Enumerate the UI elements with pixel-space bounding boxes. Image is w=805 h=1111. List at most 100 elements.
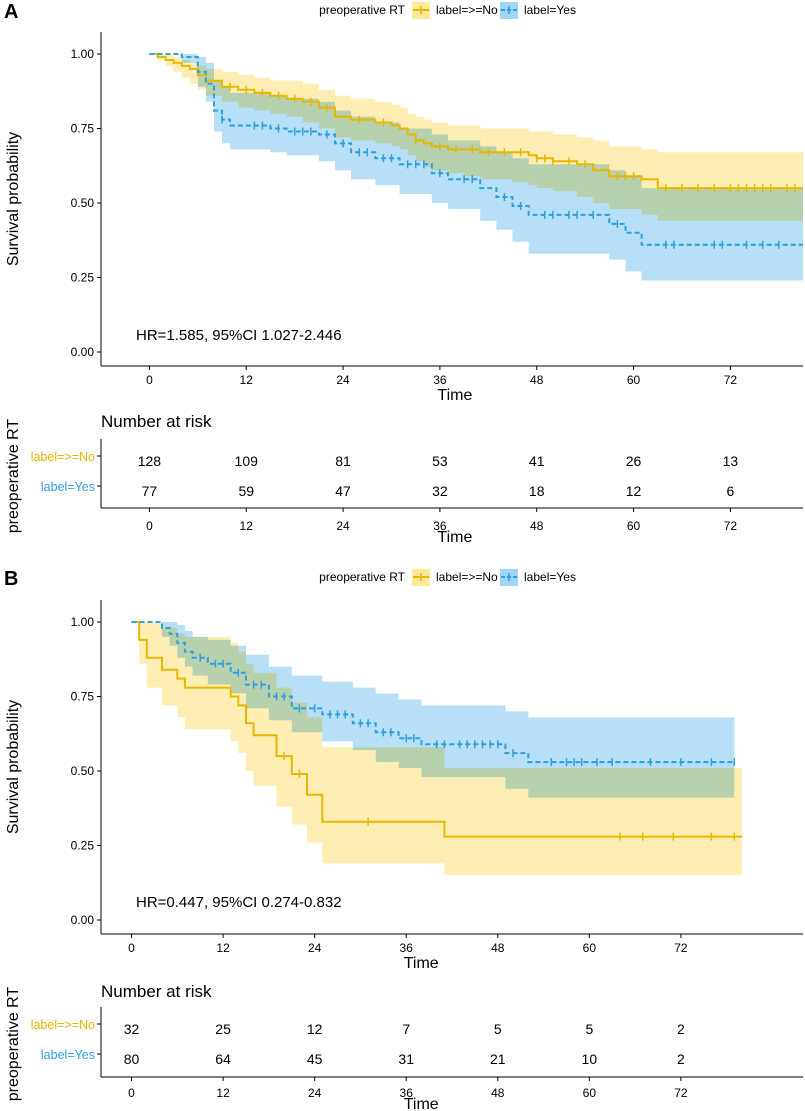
risk-count: 6 — [726, 483, 734, 499]
risk-x-axis-title: Time — [437, 529, 472, 546]
risk-x-tick-label: 24 — [308, 1086, 322, 1100]
x-tick-label: 72 — [724, 373, 738, 387]
x-tick-label: 48 — [491, 941, 505, 955]
risk-count: 12 — [626, 483, 642, 499]
risk-count: 64 — [215, 1051, 231, 1067]
x-tick-label: 48 — [530, 373, 544, 387]
x-tick-label: 36 — [400, 941, 414, 955]
panel-label: B — [4, 568, 18, 590]
hazard-ratio-annotation: HR=1.585, 95%CI 1.027-2.446 — [136, 327, 342, 344]
risk-count: 41 — [529, 453, 545, 469]
ci-band-yes — [131, 622, 735, 798]
risk-group-label: label=>=No — [31, 1018, 95, 1032]
legend-title: preoperative RT — [319, 570, 405, 584]
survival-curve-yes — [131, 621, 735, 764]
risk-group-label: label=Yes — [41, 1048, 95, 1062]
y-tick-label: 0.00 — [71, 345, 95, 359]
risk-count: 45 — [307, 1051, 323, 1067]
y-tick-label: 1.00 — [71, 615, 95, 629]
legend-entry: label=>=No — [436, 570, 498, 584]
risk-table-y-title: preoperative RT — [5, 419, 22, 534]
risk-count: 77 — [142, 483, 158, 499]
x-tick-label: 24 — [336, 373, 350, 387]
panel-label: A — [4, 1, 18, 23]
risk-table-y-title: preoperative RT — [5, 987, 22, 1102]
risk-count: 53 — [432, 453, 448, 469]
y-tick-label: 0.75 — [71, 122, 95, 136]
survival-curve-yes — [149, 53, 803, 246]
risk-x-tick-label: 0 — [146, 519, 153, 533]
survival-curve-no — [149, 53, 803, 190]
risk-x-tick-label: 0 — [128, 1086, 135, 1100]
x-tick-label: 12 — [240, 373, 254, 387]
risk-x-tick-label: 60 — [583, 1086, 597, 1100]
y-axis-title: Survival probability — [5, 700, 22, 834]
y-tick-label: 0.50 — [71, 196, 95, 210]
y-axis-title: Survival probability — [5, 132, 22, 266]
x-tick-label: 12 — [216, 941, 230, 955]
risk-table: Number at risk preoperative RT label=>=No 1… — [5, 412, 803, 546]
legend-entry: label=Yes — [524, 3, 576, 17]
x-tick-label: 36 — [433, 373, 447, 387]
risk-count: 80 — [124, 1051, 140, 1067]
x-axis-title: Time — [404, 955, 439, 972]
risk-x-tick-label: 12 — [216, 1086, 230, 1100]
risk-x-tick-label: 72 — [674, 1086, 688, 1100]
risk-x-tick-label: 12 — [240, 519, 254, 533]
risk-count: 81 — [335, 453, 351, 469]
legend-title: preoperative RT — [319, 3, 405, 17]
ci-band-yes — [149, 54, 803, 281]
risk-count: 31 — [398, 1051, 414, 1067]
legend-entry: label=Yes — [524, 570, 576, 584]
x-tick-label: 60 — [627, 373, 641, 387]
risk-x-axis-title: Time — [404, 1096, 439, 1111]
risk-x-tick-label: 24 — [336, 519, 350, 533]
risk-count: 7 — [402, 1021, 410, 1037]
risk-count: 109 — [235, 453, 259, 469]
risk-x-tick-label: 36 — [400, 1086, 414, 1100]
risk-x-tick-label: 72 — [724, 519, 738, 533]
risk-count: 5 — [585, 1021, 593, 1037]
x-tick-label: 0 — [146, 373, 153, 387]
risk-count: 21 — [490, 1051, 506, 1067]
risk-group-label: label=>=No — [31, 450, 95, 464]
risk-count: 10 — [582, 1051, 598, 1067]
risk-count: 47 — [335, 483, 351, 499]
x-tick-label: 0 — [128, 941, 135, 955]
risk-group-label: label=Yes — [41, 480, 95, 494]
risk-x-tick-label: 48 — [491, 1086, 505, 1100]
legend: preoperative RT label=>=No label=Yes — [319, 569, 576, 586]
risk-count: 128 — [138, 453, 162, 469]
y-tick-label: 1.00 — [71, 47, 95, 61]
x-axis-title: Time — [437, 387, 472, 404]
risk-x-tick-label: 60 — [627, 519, 641, 533]
x-tick-label: 24 — [308, 941, 322, 955]
risk-count: 12 — [307, 1021, 323, 1037]
y-tick-label: 0.25 — [71, 271, 95, 285]
risk-x-tick-label: 48 — [530, 519, 544, 533]
risk-count: 5 — [494, 1021, 502, 1037]
risk-table-title: Number at risk — [101, 982, 212, 1001]
risk-count: 2 — [677, 1051, 685, 1067]
legend-entry: label=>=No — [436, 3, 498, 17]
hazard-ratio-annotation: HR=0.447, 95%CI 0.274-0.832 — [136, 894, 342, 911]
risk-count: 26 — [626, 453, 642, 469]
y-tick-label: 0.25 — [71, 839, 95, 853]
risk-count: 32 — [432, 483, 448, 499]
survival-curve-no — [131, 621, 742, 838]
risk-count: 25 — [215, 1021, 231, 1037]
legend: preoperative RT label=>=No label=Yes — [319, 2, 576, 19]
y-tick-label: 0.75 — [71, 690, 95, 704]
risk-count: 2 — [677, 1021, 685, 1037]
risk-count: 13 — [723, 453, 739, 469]
risk-table: Number at risk preoperative RT label=>=No 3… — [5, 982, 803, 1111]
risk-table-title: Number at risk — [101, 412, 212, 431]
x-tick-label: 60 — [583, 941, 597, 955]
y-tick-label: 0.50 — [71, 764, 95, 778]
y-tick-label: 0.00 — [71, 913, 95, 927]
risk-count: 32 — [124, 1021, 140, 1037]
risk-count: 18 — [529, 483, 545, 499]
